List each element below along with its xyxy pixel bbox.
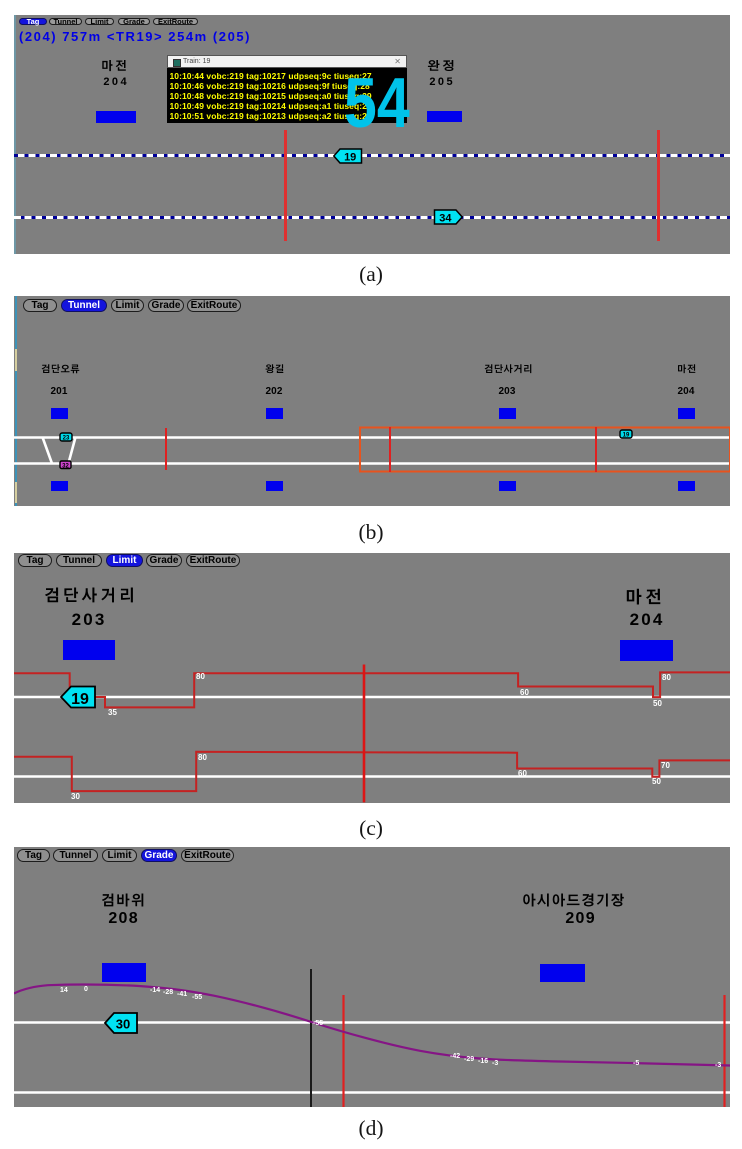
svg-text:34: 34	[439, 212, 452, 224]
svg-text:23: 23	[63, 436, 70, 442]
svg-text:19: 19	[71, 691, 89, 708]
svg-text:19: 19	[623, 433, 630, 439]
svg-text:32: 32	[62, 464, 69, 470]
svg-text:30: 30	[116, 1017, 130, 1032]
svg-text:19: 19	[344, 151, 356, 163]
